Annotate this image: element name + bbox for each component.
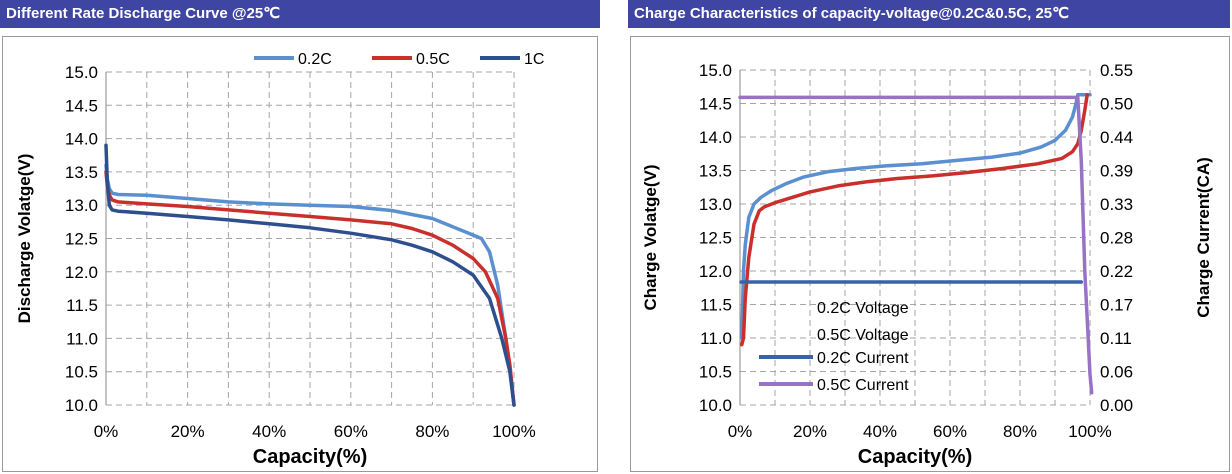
y-tick-label: 14.0 xyxy=(65,130,98,149)
y-tick-label: 11.0 xyxy=(66,329,98,348)
y-tick-label: 13.5 xyxy=(699,162,732,181)
charge-chart: 10.0 10.5 11.0 11.5 12.0 12.5 13.0 13.5 14.0 14.5… xyxy=(641,61,1213,468)
series-line-0-5c xyxy=(104,170,516,407)
x-tick-label: 100% xyxy=(492,422,535,441)
series-line-0-2c-voltage xyxy=(740,93,1092,340)
series-line-1c xyxy=(104,143,516,407)
y-tick-label: 10.5 xyxy=(65,363,98,382)
y2-tick-label: 0.00 xyxy=(1100,396,1133,415)
y-tick-label: 14.5 xyxy=(65,96,98,115)
x-tick-label: 100% xyxy=(1068,422,1111,441)
legend-label: 0.2C Current xyxy=(817,350,909,367)
y-tick-label: 13.0 xyxy=(699,195,732,214)
y2-tick-label: 0.39 xyxy=(1100,162,1133,181)
y2-tick-label: 0.55 xyxy=(1100,61,1133,80)
x-tick-label: 80% xyxy=(1003,422,1037,441)
x-tick-label: 40% xyxy=(863,422,897,441)
grid xyxy=(739,69,1091,406)
x-tick-label: 60% xyxy=(334,422,368,441)
legend-label: 1C xyxy=(524,51,544,68)
y-tick-label: 12.5 xyxy=(65,230,98,249)
y2-tick-label: 0.17 xyxy=(1100,296,1133,315)
legend: 0.2C 0.5C 1C xyxy=(254,51,544,68)
y-tick-label: 12.0 xyxy=(65,263,98,282)
x-tick-label: 80% xyxy=(415,422,449,441)
series-line-0-5c-current xyxy=(738,95,1094,395)
y-tick-label: 10.0 xyxy=(699,396,732,415)
x-tick-label: 0% xyxy=(728,422,753,441)
y2-tick-label: 0.44 xyxy=(1100,128,1133,147)
y-tick-label: 11.5 xyxy=(66,296,98,315)
y2-tick-label: 0.50 xyxy=(1100,95,1133,114)
series-line-0-2c xyxy=(104,163,516,407)
y2-tick-label: 0.22 xyxy=(1100,262,1133,281)
y-tick-label: 15.0 xyxy=(65,63,98,82)
legend-label: 0.5C Current xyxy=(817,377,909,394)
x-tick-label: 20% xyxy=(793,422,827,441)
x-axis-title: Capacity(%) xyxy=(253,446,367,468)
y-axis-title: Charge Volatge(V) xyxy=(641,164,660,310)
y-tick-label: 14.5 xyxy=(699,95,732,114)
y2-axis-title: Charge Current(CA) xyxy=(1194,157,1213,318)
y-tick-label: 10.0 xyxy=(65,396,98,415)
y-tick-label: 12.0 xyxy=(699,262,732,281)
y-tick-label: 15.0 xyxy=(699,61,732,80)
charge-title: Charge Characteristics of capacity-volta… xyxy=(628,0,1230,28)
y-tick-label: 14.0 xyxy=(699,128,732,147)
legend-label: 0.2C xyxy=(298,51,332,68)
y-tick-label: 13.0 xyxy=(65,196,98,215)
discharge-chart-frame xyxy=(2,36,598,472)
legend-label: 0.2C Voltage xyxy=(817,300,909,317)
x-tick-label: 40% xyxy=(252,422,286,441)
x-tick-label: 20% xyxy=(171,422,205,441)
y-tick-label: 12.5 xyxy=(699,229,732,248)
y2-tick-label: 0.28 xyxy=(1100,229,1133,248)
x-axis-title: Capacity(%) xyxy=(858,446,972,468)
y-axis-title: Discharge Volatge(V) xyxy=(15,154,34,324)
legend: 0.2C Voltage 0.5C Voltage 0.2C Current 0.5C… xyxy=(759,300,909,394)
y2-tick-label: 0.06 xyxy=(1100,363,1133,382)
series-line-0-5c-voltage xyxy=(740,93,1089,347)
y-tick-label: 10.5 xyxy=(699,363,732,382)
legend-label: 0.5C xyxy=(416,51,450,68)
discharge-chart: 10.0 10.5 11.0 11.5 12.0 12.5 13.0 13.5 14.0 14.5… xyxy=(15,51,544,468)
legend-label: 0.5C Voltage xyxy=(817,327,909,344)
y-tick-label: 11.5 xyxy=(700,296,732,315)
y-tick-label: 11.0 xyxy=(700,329,732,348)
discharge-panel: Different Rate Discharge Curve @25℃ 10.0… xyxy=(0,0,604,474)
charge-chart-frame xyxy=(630,36,1230,472)
y2-tick-label: 0.11 xyxy=(1100,329,1132,348)
y-tick-label: 13.5 xyxy=(65,163,98,182)
y2-tick-label: 0.33 xyxy=(1100,195,1133,214)
grid xyxy=(105,71,515,406)
x-tick-label: 60% xyxy=(933,422,967,441)
x-tick-label: 0% xyxy=(94,422,119,441)
discharge-title: Different Rate Discharge Curve @25℃ xyxy=(0,0,600,28)
charge-panel: Charge Characteristics of capacity-volta… xyxy=(628,0,1232,474)
